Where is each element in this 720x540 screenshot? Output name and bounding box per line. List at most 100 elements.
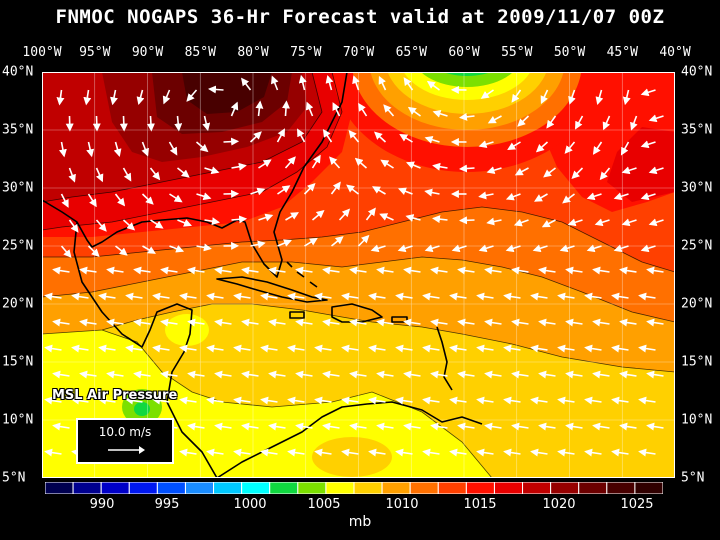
wind-vector-arrow <box>358 102 368 117</box>
colorbar-segment <box>297 482 327 494</box>
wind-vector-arrow <box>476 344 494 353</box>
wind-vector-arrow <box>557 292 575 301</box>
wind-vector-arrow <box>535 141 549 153</box>
wind-vector-arrow <box>407 106 421 117</box>
wind-vector-arrow <box>277 185 291 195</box>
wind-vector-arrow <box>322 266 340 275</box>
wind-vector-arrow <box>575 115 584 130</box>
wind-vector-arrow <box>592 266 610 275</box>
wind-vector-arrow <box>223 137 240 146</box>
wind-vector-arrow <box>457 370 475 379</box>
wind-vector-arrow <box>311 154 321 169</box>
wind-vector-arrow <box>432 215 448 224</box>
wind-vector-arrow <box>368 396 386 405</box>
wind-vector-arrow <box>638 396 656 405</box>
pressure-map <box>42 72 675 478</box>
wind-vector-arrow <box>459 216 475 225</box>
wind-vector-arrow <box>52 422 70 431</box>
wind-vector-arrow <box>621 218 637 227</box>
wind-vector-arrow <box>478 191 494 200</box>
wind-vector-arrow <box>260 396 278 405</box>
wind-vector-arrow <box>584 292 602 301</box>
map-frame <box>42 72 675 478</box>
wind-vector-arrow <box>179 448 197 457</box>
wind-vector-arrow <box>325 74 334 91</box>
wind-vector-arrow <box>530 344 548 353</box>
wind-vector-arrow <box>277 239 292 247</box>
contour-2 <box>42 256 675 323</box>
wind-vector-arrow <box>311 209 325 221</box>
wind-vector-arrow <box>534 193 548 202</box>
colorbar-label: 1005 <box>307 497 341 512</box>
wind-vector-arrow <box>106 318 124 327</box>
wind-vector-arrow <box>602 115 611 131</box>
wind-vector-arrow <box>174 115 183 132</box>
wind-vector-arrow <box>287 344 305 353</box>
wind-vector-arrow <box>196 192 212 201</box>
wind-vector-arrow <box>142 245 156 254</box>
wind-vector-arrow <box>403 266 421 275</box>
wind-vector-arrow <box>379 213 394 221</box>
longitude-label: 55°W <box>501 45 533 60</box>
wind-vector-arrow <box>557 448 575 457</box>
wind-vector-arrow <box>330 236 344 247</box>
wind-vector-arrow <box>457 266 475 275</box>
wind-vector-arrow <box>619 370 637 379</box>
wind-vector-arrow <box>168 141 178 156</box>
wind-vector-arrow <box>426 80 440 91</box>
wind-vector-arrow <box>68 219 79 233</box>
wind-vector-arrow <box>204 166 220 175</box>
wind-vector-arrow <box>507 141 521 151</box>
wind-vector-arrow <box>376 318 394 327</box>
wind-vector-arrow <box>532 244 548 253</box>
colorbar-label: 1000 <box>233 497 267 512</box>
wind-vector-arrow <box>646 422 664 431</box>
wind-vector-arrow <box>196 243 212 252</box>
wind-vector-arrow <box>565 318 583 327</box>
wind-vector-arrow <box>341 292 359 301</box>
wind-vector-arrow <box>169 193 183 203</box>
latitude-label: 25°N <box>2 238 34 254</box>
wind-vector-arrow <box>571 167 584 180</box>
wind-vector-arrow <box>95 167 104 183</box>
colorbar-unit: mb <box>348 514 372 530</box>
colorbar-segment <box>269 482 299 494</box>
wind-vector-arrow <box>476 448 494 457</box>
wind-vector-arrow <box>430 318 448 327</box>
colorbar-segment <box>437 482 467 494</box>
wind-vector-arrow <box>314 292 332 301</box>
colorbar-segment <box>522 482 552 494</box>
contour-3 <box>42 206 675 273</box>
colorbar-segment <box>325 482 355 494</box>
wind-vector-arrow <box>592 422 610 431</box>
wind-vector-arrow <box>68 167 76 183</box>
wind-vector-arrow <box>484 318 502 327</box>
wind-vector-arrow <box>214 370 232 379</box>
wind-vector-arrow <box>619 422 637 431</box>
latitude-label: 40°N <box>681 64 713 80</box>
wind-vector-arrow <box>459 112 475 121</box>
wind-vector-arrow <box>125 292 143 301</box>
wind-vector-arrow <box>58 141 67 158</box>
wind-vector-arrow <box>231 162 247 171</box>
wind-vector-arrow <box>260 448 278 457</box>
wind-vector-arrow <box>557 344 575 353</box>
wind-vector-arrow <box>565 422 583 431</box>
wind-vector-arrow <box>249 131 262 143</box>
latitude-label: 30°N <box>681 180 713 196</box>
wind-vector-arrow <box>349 370 367 379</box>
longitude-label: 65°W <box>395 45 427 60</box>
longitude-label: 95°W <box>79 45 111 60</box>
wind-vector-arrow <box>541 219 556 228</box>
wind-vector-arrow <box>403 370 421 379</box>
wind-vector-arrow <box>60 193 69 208</box>
wind-vector-arrow <box>486 166 502 175</box>
wind-vector-arrow <box>457 318 475 327</box>
wind-vector-arrow <box>383 104 395 117</box>
wind-vector-arrow <box>372 186 386 195</box>
wind-vector-arrow <box>568 89 576 105</box>
longitude-label: 75°W <box>290 45 322 60</box>
wind-vector-arrow <box>206 448 224 457</box>
wind-vector-arrow <box>530 292 548 301</box>
wind-vector-arrow <box>592 318 610 327</box>
